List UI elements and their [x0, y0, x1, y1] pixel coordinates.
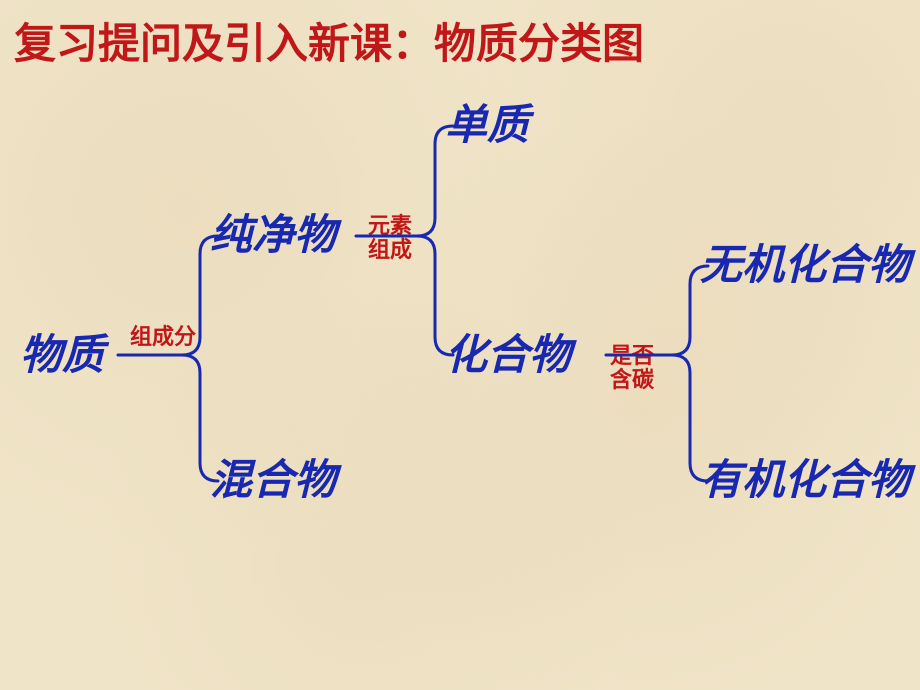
page-title: 复习提问及引入新课：物质分类图	[14, 10, 644, 71]
node-pure: 纯净物	[210, 215, 336, 257]
anno-element-l2: 组成	[368, 237, 412, 262]
node-organic: 有机化合物	[700, 460, 910, 502]
anno-composition: 组成分	[130, 325, 196, 349]
anno-carbon-l2: 含碳	[610, 367, 654, 392]
anno-composition-l1: 组成分	[130, 324, 196, 349]
node-element: 单质	[445, 105, 529, 147]
anno-element: 元素 组成	[368, 214, 412, 262]
node-mixture: 混合物	[210, 460, 336, 502]
anno-carbon-l1: 是否	[610, 343, 654, 368]
node-root: 物质	[20, 335, 104, 377]
anno-element-l1: 元素	[368, 213, 412, 238]
node-inorganic: 无机化合物	[700, 245, 910, 287]
node-compound: 化合物	[445, 335, 571, 377]
bracket-root	[118, 236, 218, 481]
anno-carbon: 是否 含碳	[610, 344, 654, 392]
